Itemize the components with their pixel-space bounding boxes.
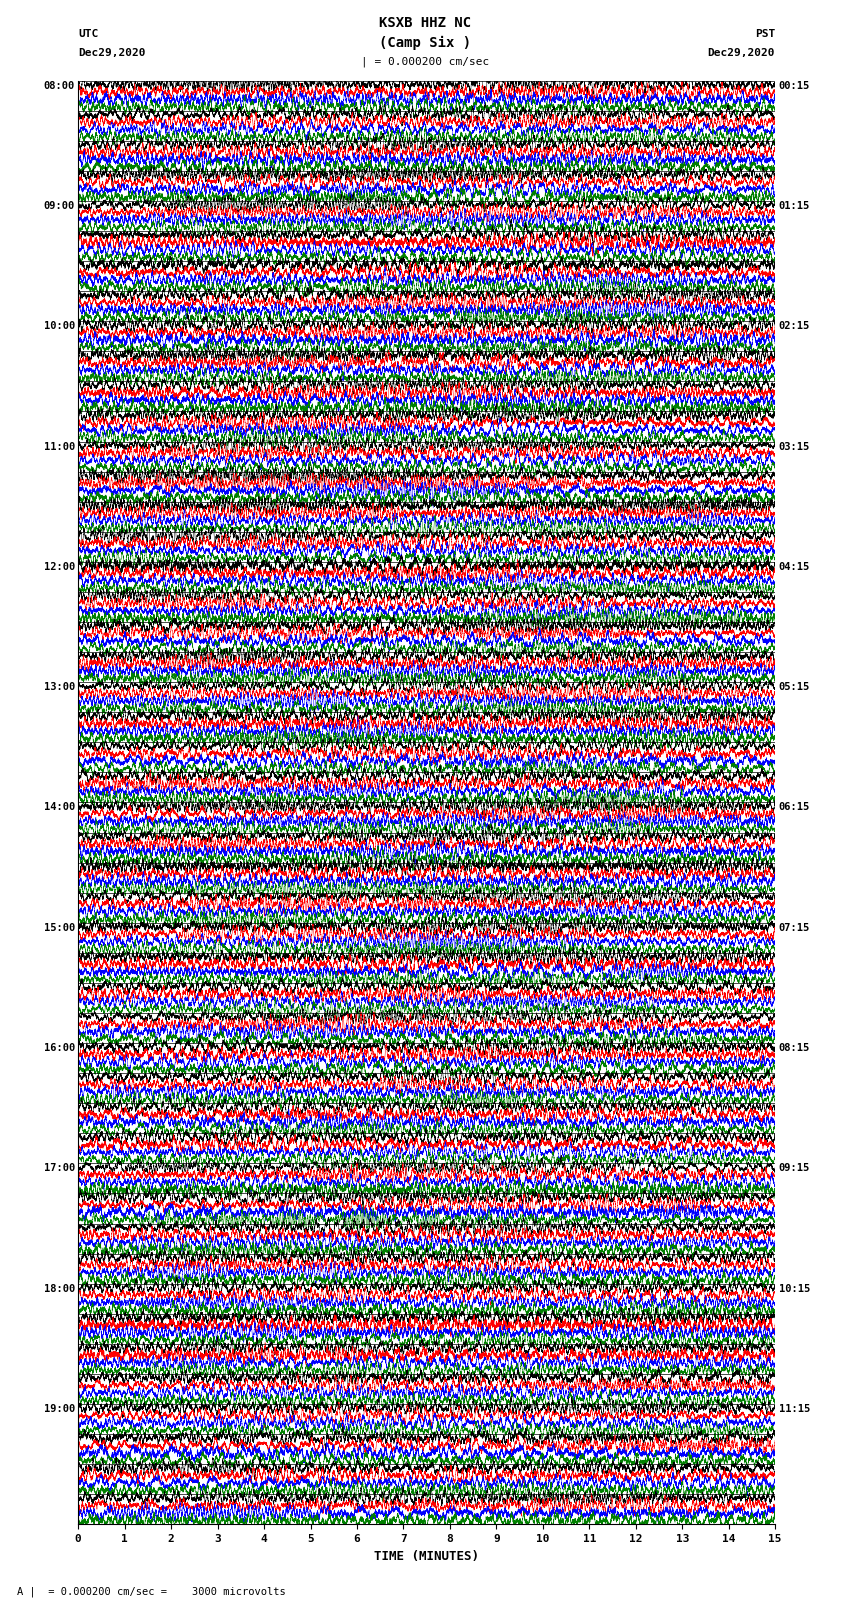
Text: Dec29,2020: Dec29,2020 [708, 48, 775, 58]
Text: 14:00: 14:00 [43, 803, 75, 813]
Text: KSXB HHZ NC: KSXB HHZ NC [379, 16, 471, 31]
Text: 05:15: 05:15 [779, 682, 810, 692]
Text: 17:00: 17:00 [43, 1163, 75, 1173]
Text: 02:15: 02:15 [779, 321, 810, 331]
Text: (Camp Six ): (Camp Six ) [379, 35, 471, 50]
Text: | = 0.000200 cm/sec: | = 0.000200 cm/sec [361, 56, 489, 68]
Text: 03:15: 03:15 [779, 442, 810, 452]
Text: 11:15: 11:15 [779, 1403, 810, 1415]
Text: A |  = 0.000200 cm/sec =    3000 microvolts: A | = 0.000200 cm/sec = 3000 microvolts [17, 1586, 286, 1597]
Text: 12:00: 12:00 [43, 561, 75, 573]
Text: 09:15: 09:15 [779, 1163, 810, 1173]
Text: 08:00: 08:00 [43, 81, 75, 90]
Text: 10:00: 10:00 [43, 321, 75, 331]
Text: 09:00: 09:00 [43, 202, 75, 211]
Text: 00:15: 00:15 [779, 81, 810, 90]
Text: 19:00: 19:00 [43, 1403, 75, 1415]
Text: 06:15: 06:15 [779, 803, 810, 813]
Text: 18:00: 18:00 [43, 1284, 75, 1294]
Text: 15:00: 15:00 [43, 923, 75, 932]
Text: 07:15: 07:15 [779, 923, 810, 932]
Text: 04:15: 04:15 [779, 561, 810, 573]
Text: 01:15: 01:15 [779, 202, 810, 211]
Text: 10:15: 10:15 [779, 1284, 810, 1294]
Text: 08:15: 08:15 [779, 1044, 810, 1053]
X-axis label: TIME (MINUTES): TIME (MINUTES) [374, 1550, 479, 1563]
Text: Dec29,2020: Dec29,2020 [78, 48, 145, 58]
Text: UTC: UTC [78, 29, 99, 39]
Text: 16:00: 16:00 [43, 1044, 75, 1053]
Text: PST: PST [755, 29, 775, 39]
Text: 11:00: 11:00 [43, 442, 75, 452]
Text: 13:00: 13:00 [43, 682, 75, 692]
